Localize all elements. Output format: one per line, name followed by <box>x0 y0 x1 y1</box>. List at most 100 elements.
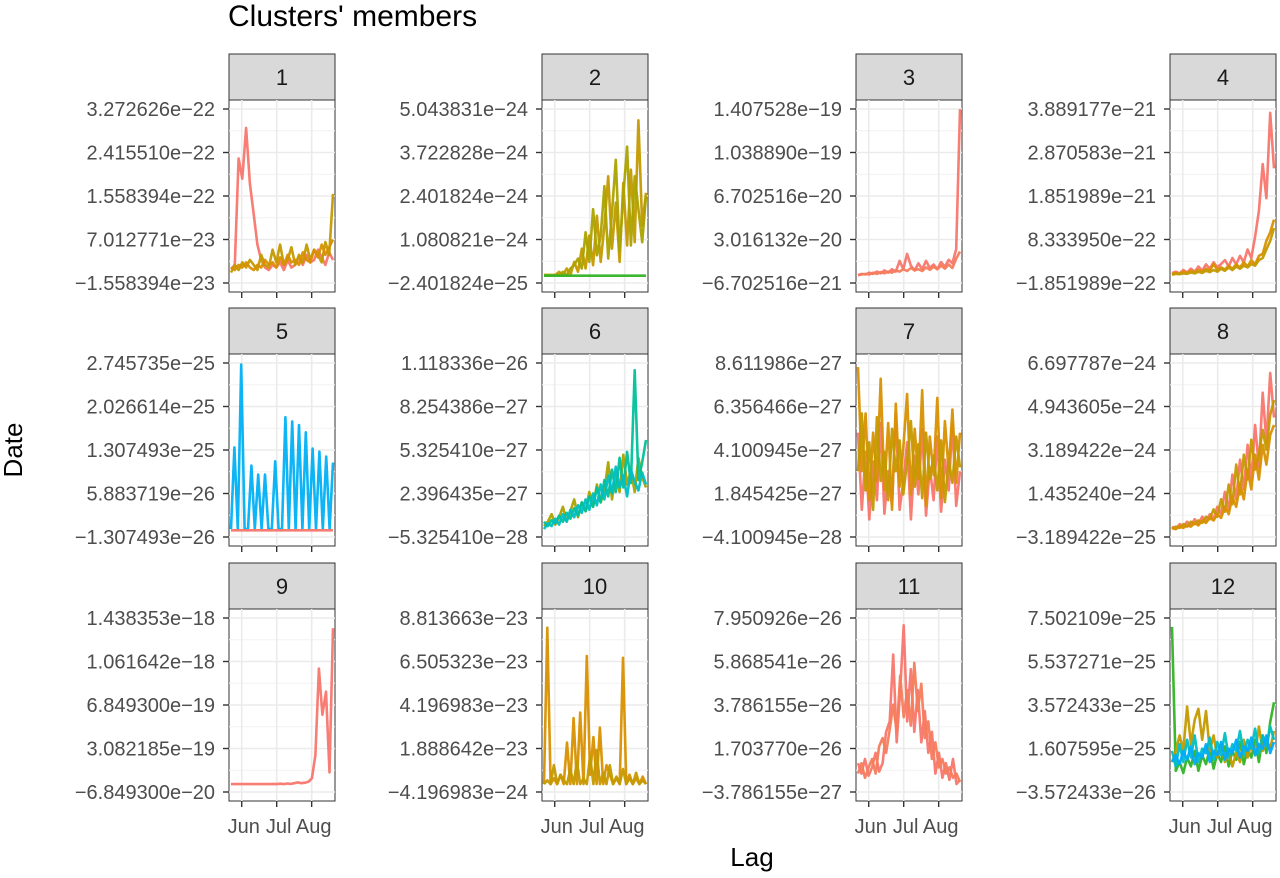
y-tick-label: 1.438353e−18 <box>87 608 215 630</box>
y-tick-label: 8.813663e−23 <box>400 608 528 630</box>
y-tick-label: −2.401824e−25 <box>388 273 528 295</box>
y-tick-label: 1.435240e−24 <box>1028 484 1156 506</box>
series-line-3 <box>1171 424 1276 531</box>
panel-11: 11 7.950926e−26 5.868541e−26 3.786155e−26 1.… <box>702 562 963 838</box>
x-tick-label: Jun <box>1169 816 1201 838</box>
panel-strip-label: 9 <box>276 574 288 599</box>
y-tick-label: 8.254386e−27 <box>400 396 528 418</box>
x-tick-label: Aug <box>1237 816 1273 838</box>
y-tick-label: 6.702516e−20 <box>714 186 842 208</box>
y-tick-label: 5.883719e−26 <box>87 484 215 506</box>
y-tick-label: −1.851989e−22 <box>1016 273 1156 295</box>
y-tick-label: −4.196983e−24 <box>388 782 528 804</box>
panel-strip-label: 6 <box>589 319 601 344</box>
panel-3: 3 1.407528e−19 1.038890e−19 6.702516e−20 3.0… <box>702 53 963 298</box>
y-tick-label: 4.943605e−24 <box>1028 397 1156 419</box>
series-line-1 <box>231 628 335 786</box>
y-tick-label: 2.745735e−25 <box>87 353 215 375</box>
panel-strip <box>1169 53 1277 101</box>
panel-strip-label: 8 <box>1217 319 1229 344</box>
y-tick-label: 8.611986e−27 <box>715 353 842 375</box>
series-line-3 <box>230 239 335 272</box>
y-tick-label: 1.703770e−26 <box>714 739 842 761</box>
y-tick-label: −5.325410e−28 <box>388 527 528 549</box>
y-tick-label: 4.196983e−23 <box>400 695 528 717</box>
y-tick-label: −1.558394e−23 <box>75 273 215 295</box>
y-tick-label: 4.100945e−27 <box>714 440 842 462</box>
panel-8: 8 6.697787e−24 4.943605e−24 3.189422e−24 1.4… <box>1016 307 1277 552</box>
y-tick-label: 3.082185e−19 <box>87 739 215 761</box>
x-tick-label: Jun <box>228 816 260 838</box>
series-line-2 <box>544 145 648 277</box>
y-tick-label: 7.012771e−23 <box>87 229 215 251</box>
panels: 1 3.272626e−22 2.415510e−22 1.558394e−22 7.0… <box>75 53 1277 838</box>
y-tick-label: −4.100945e−28 <box>702 527 842 549</box>
x-tick-label: Aug <box>609 816 645 838</box>
panel-6: 6 1.118336e−26 8.254386e−27 5.325410e−27 2.3… <box>388 307 649 552</box>
panel-strip-label: 1 <box>276 65 288 90</box>
panel-strip <box>855 53 963 101</box>
y-tick-label: 3.016132e−20 <box>714 229 842 251</box>
panel-10: 10 8.813663e−23 6.505323e−23 4.196983e−23 1.… <box>388 562 649 838</box>
panel-2: 2 5.043831e−24 3.722828e−24 2.401824e−24 1.0… <box>388 53 649 298</box>
y-tick-label: 6.849300e−19 <box>87 695 215 717</box>
y-tick-label: 1.558394e−22 <box>87 186 215 208</box>
chart-title: Clusters' members <box>228 0 477 33</box>
panel-strip <box>1169 562 1277 610</box>
panel-strip <box>1169 307 1277 355</box>
panel-strip <box>541 53 649 101</box>
y-tick-label: 2.026614e−25 <box>87 397 215 419</box>
y-tick-label: 1.888642e−23 <box>400 739 528 761</box>
y-tick-label: 1.061642e−18 <box>87 651 215 673</box>
panel-strip-label: 11 <box>898 574 921 599</box>
y-tick-label: −3.189422e−25 <box>1016 527 1156 549</box>
y-tick-label: 2.870583e−21 <box>1028 143 1156 165</box>
panel-strip-label: 5 <box>276 319 288 344</box>
series-line-2 <box>543 748 647 786</box>
y-tick-label: −3.786155e−27 <box>702 782 842 804</box>
y-tick-label: 3.722828e−24 <box>400 142 528 164</box>
y-tick-label: 1.080821e−24 <box>400 230 528 252</box>
x-tick-label: Jul <box>266 816 292 838</box>
panel-5: 5 2.745735e−25 2.026614e−25 1.307493e−25 5.8… <box>75 307 336 552</box>
panel-strip-label: 12 <box>1211 574 1235 599</box>
y-tick-label: 3.572433e−25 <box>1028 695 1156 717</box>
x-tick-label: Jul <box>1207 816 1233 838</box>
panel-4: 4 3.889177e−21 2.870583e−21 1.851989e−21 8.3… <box>1016 53 1277 298</box>
y-tick-label: 1.307493e−25 <box>87 440 215 462</box>
panel-strip <box>228 307 336 355</box>
x-tick-label: Aug <box>296 816 332 838</box>
panel-12: 12 7.502109e−25 5.537271e−25 3.572433e−25 1.… <box>1016 562 1277 838</box>
y-tick-label: 1.407528e−19 <box>714 99 842 121</box>
panel-9: 9 1.438353e−18 1.061642e−18 6.849300e−19 3.0… <box>75 562 336 838</box>
y-tick-label: 7.950926e−26 <box>714 608 842 630</box>
panel-strip-label: 2 <box>589 65 601 90</box>
y-tick-label: −1.307493e−26 <box>75 527 215 549</box>
x-tick-label: Aug <box>923 816 959 838</box>
y-tick-label: 2.415510e−22 <box>87 142 215 164</box>
series-line-2 <box>857 250 962 277</box>
panel-strip-label: 7 <box>903 319 915 344</box>
y-tick-label: 7.502109e−25 <box>1028 608 1156 630</box>
y-tick-label: 6.356466e−27 <box>714 397 842 419</box>
panel-strip <box>855 307 963 355</box>
panel-strip <box>228 562 336 610</box>
y-tick-label: 2.396435e−27 <box>400 484 528 506</box>
series-line-2 <box>856 661 962 783</box>
y-axis-label: Date <box>0 423 28 478</box>
panel-strip-label: 10 <box>583 574 607 599</box>
y-tick-label: −6.702516e−21 <box>702 273 842 295</box>
y-tick-label: 5.043831e−24 <box>400 99 528 121</box>
series-line-3 <box>1171 227 1276 276</box>
y-tick-label: 1.038890e−19 <box>714 142 842 164</box>
y-tick-label: 1.851989e−21 <box>1028 186 1156 208</box>
y-tick-label: 3.272626e−22 <box>87 99 215 121</box>
panel-strip <box>541 562 649 610</box>
y-tick-label: 3.786155e−26 <box>714 695 842 717</box>
y-tick-label: −6.849300e−20 <box>75 782 215 804</box>
series-line-4 <box>1170 734 1276 766</box>
panel-strip <box>855 562 963 610</box>
x-tick-label: Jun <box>541 816 573 838</box>
series-line-3 <box>856 412 962 512</box>
